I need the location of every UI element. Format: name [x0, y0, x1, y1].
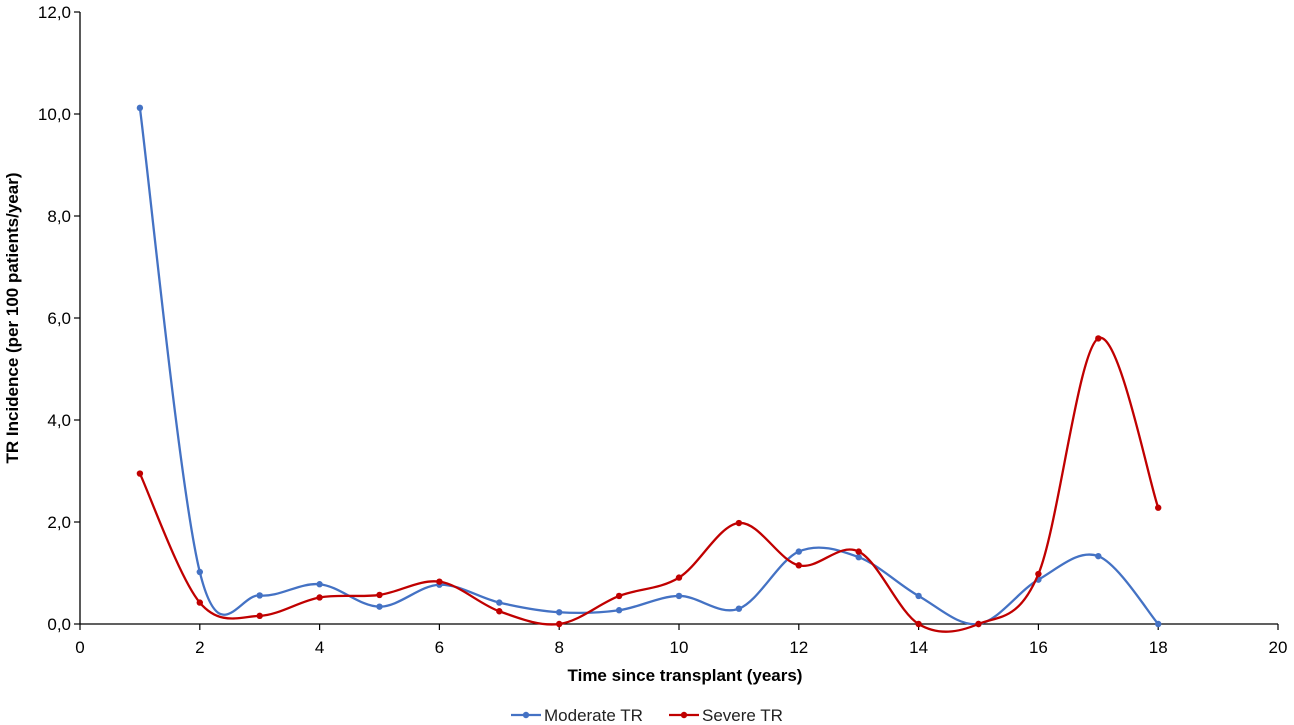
x-tick-label: 2 — [195, 638, 204, 657]
legend-swatch-marker — [680, 711, 688, 719]
x-ticks: 0 2 4 6 8 10 12 14 16 18 20 — [75, 624, 1287, 657]
data-point — [855, 553, 862, 561]
y-ticks: 0,0 2,0 4,0 6,0 8,0 10,0 12,0 — [38, 3, 80, 634]
data-point — [376, 603, 383, 610]
data-point — [496, 608, 503, 615]
data-point — [196, 599, 203, 606]
data-point — [675, 592, 683, 600]
data-point — [316, 594, 323, 601]
data-point — [1155, 620, 1162, 628]
legend: Moderate TR Severe TR — [511, 706, 783, 725]
data-point — [795, 548, 802, 555]
data-point — [1095, 552, 1102, 560]
data-point — [316, 581, 323, 588]
x-tick-label: 14 — [909, 638, 928, 657]
data-point — [915, 592, 922, 600]
data-point — [855, 548, 862, 555]
legend-item: Severe TR — [669, 706, 783, 725]
series-severe-tr — [136, 335, 1162, 633]
y-tick-label: 6,0 — [47, 309, 71, 328]
axes: 0,0 2,0 4,0 6,0 8,0 10,0 12,0 0 2 4 6 8 10 12 14 16 18 2… — [38, 3, 1288, 657]
x-axis-title: Time since transplant (years) — [568, 666, 803, 685]
x-tick-label: 4 — [315, 638, 324, 657]
legend-label: Severe TR — [702, 706, 783, 725]
x-tick-label: 6 — [435, 638, 444, 657]
data-point — [496, 599, 503, 606]
x-tick-label: 20 — [1269, 638, 1288, 657]
data-point — [975, 620, 982, 628]
data-point — [615, 592, 623, 600]
data-point — [615, 607, 623, 614]
data-point — [795, 562, 802, 569]
data-point — [556, 609, 563, 616]
legend-swatch-marker — [522, 711, 530, 719]
series-moderate-tr — [136, 104, 1162, 628]
data-point — [735, 519, 743, 527]
x-tick-label: 0 — [75, 638, 84, 657]
series-line — [138, 107, 1160, 626]
data-point — [136, 104, 144, 112]
data-point — [136, 470, 144, 477]
x-tick-label: 18 — [1149, 638, 1168, 657]
x-tick-label: 10 — [670, 638, 689, 657]
data-point — [1095, 335, 1102, 342]
data-point — [556, 620, 563, 628]
data-point — [376, 591, 383, 599]
legend-item: Moderate TR — [511, 706, 643, 725]
data-point — [256, 612, 263, 620]
y-tick-label: 2,0 — [47, 513, 71, 532]
y-tick-label: 8,0 — [47, 207, 71, 226]
y-tick-label: 0,0 — [47, 615, 71, 634]
x-tick-label: 16 — [1029, 638, 1048, 657]
data-point — [1035, 570, 1042, 578]
legend-label: Moderate TR — [544, 706, 643, 725]
data-point — [436, 578, 443, 585]
y-tick-label: 10,0 — [38, 105, 71, 124]
data-point — [915, 620, 922, 628]
y-axis-title: TR Incidence (per 100 patients/year) — [3, 173, 22, 464]
data-point — [735, 605, 743, 612]
y-tick-label: 12,0 — [38, 3, 71, 22]
x-tick-label: 12 — [789, 638, 808, 657]
data-point — [675, 574, 683, 581]
y-tick-label: 4,0 — [47, 411, 71, 430]
data-point — [256, 592, 263, 599]
x-tick-label: 8 — [554, 638, 563, 657]
series-layer — [136, 104, 1162, 633]
data-point — [196, 568, 203, 576]
data-point — [1155, 504, 1162, 511]
series-line — [138, 337, 1160, 633]
